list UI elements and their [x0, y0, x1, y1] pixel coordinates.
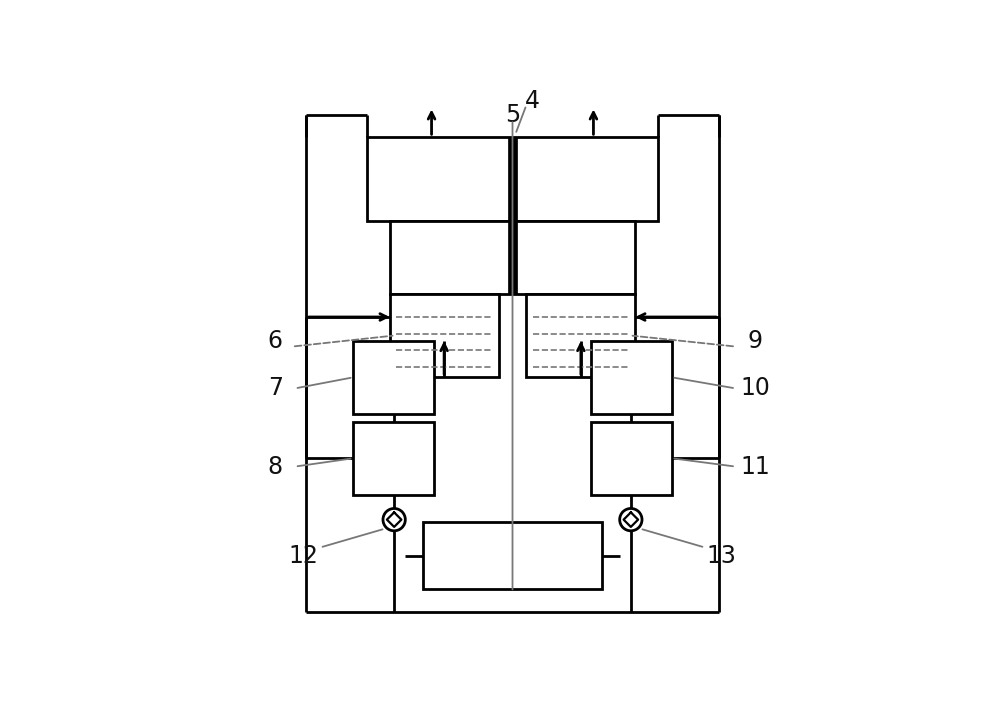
FancyBboxPatch shape [526, 294, 635, 377]
FancyBboxPatch shape [591, 341, 672, 413]
Text: 10: 10 [740, 376, 770, 400]
Text: 13: 13 [707, 544, 737, 568]
Text: 5: 5 [505, 103, 520, 127]
FancyBboxPatch shape [390, 294, 499, 377]
Text: 4: 4 [525, 89, 540, 113]
FancyBboxPatch shape [367, 137, 658, 221]
FancyBboxPatch shape [353, 341, 434, 413]
Text: 8: 8 [268, 455, 283, 478]
Text: 9: 9 [748, 329, 763, 353]
FancyBboxPatch shape [390, 221, 635, 294]
FancyBboxPatch shape [591, 422, 672, 494]
Text: 6: 6 [268, 329, 283, 353]
FancyBboxPatch shape [423, 523, 602, 589]
FancyBboxPatch shape [353, 422, 434, 494]
Text: 12: 12 [288, 544, 318, 568]
Text: 11: 11 [740, 455, 770, 478]
Text: 7: 7 [268, 376, 283, 400]
